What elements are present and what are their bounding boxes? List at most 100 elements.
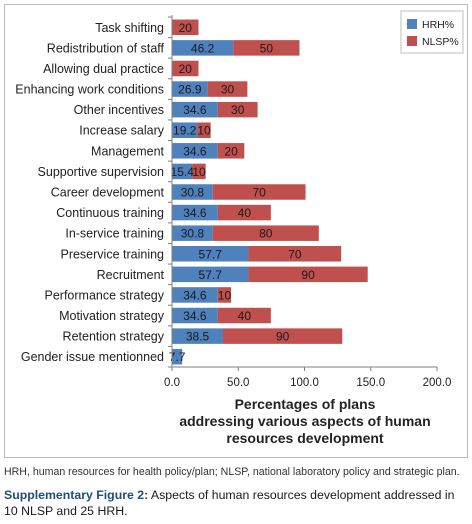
legend-label-hrh: HRH% [422, 19, 454, 31]
nlsp-data-label: 50 [260, 41, 274, 55]
nlsp-data-label: 10 [192, 165, 206, 179]
category-label: In-service training [65, 227, 164, 241]
hrh-bar [172, 307, 218, 324]
category-label: Performance strategy [45, 288, 165, 302]
nlsp-data-label: 30 [221, 83, 235, 97]
caption-text: Aspects of human resources development a… [4, 488, 455, 518]
nlsp-data-label: 70 [253, 186, 267, 200]
legend-label-nlsp: NLSP% [422, 36, 459, 48]
x-axis-title-line: Percentages of plans [235, 396, 376, 412]
legend-swatch-hrh [407, 19, 417, 29]
legend-swatch-nlsp [407, 36, 417, 46]
nlsp-bar [233, 40, 300, 56]
x-tick-label: 200.0 [423, 377, 452, 389]
caption-label: Supplementary Figure 2: [4, 488, 149, 502]
hrh-bar [172, 328, 224, 344]
hrh-data-label: 34.6 [183, 206, 207, 220]
hrh-data-label: 34.6 [183, 144, 207, 158]
hrh-data-label: 57.7 [199, 268, 223, 282]
hrh-bar [172, 287, 218, 303]
hrh-bar [172, 40, 234, 56]
category-label: Supportive supervision [38, 165, 165, 179]
hrh-bar [172, 225, 213, 241]
category-label: Continuous training [56, 206, 164, 220]
hrh-bar [172, 122, 198, 138]
nlsp-data-label: 30 [231, 103, 245, 117]
hrh-data-label: 19.2 [173, 124, 197, 138]
nlsp-bar [217, 287, 232, 303]
nlsp-data-label: 10 [197, 124, 211, 138]
x-tick-label: 0.0 [164, 377, 180, 389]
nlsp-data-label: 40 [238, 206, 252, 220]
legend: HRH% NLSP% [400, 10, 464, 54]
hrh-data-label: 57.7 [199, 247, 223, 261]
hrh-bar [172, 246, 249, 262]
category-label: Other incentives [74, 103, 164, 117]
x-tick-label: 50.0 [227, 377, 249, 389]
nlsp-bar [207, 81, 248, 97]
hrh-data-label: 26.9 [178, 83, 202, 97]
nlsp-data-label: 70 [288, 247, 302, 261]
category-label: Preservice training [60, 247, 164, 261]
hrh-data-label: 46.2 [191, 41, 215, 55]
nlsp-data-label: 20 [224, 144, 238, 158]
figure-caption: Supplementary Figure 2: Aspects of human… [4, 487, 468, 519]
nlsp-bar [172, 60, 199, 77]
nlsp-bar [217, 307, 271, 324]
nlsp-bar [212, 184, 306, 200]
hrh-bar [172, 143, 218, 159]
nlsp-data-label: 10 [218, 288, 232, 302]
nlsp-bar [248, 246, 342, 262]
category-label: Recruitment [97, 268, 165, 282]
nlsp-data-label: 20 [179, 62, 193, 76]
nlsp-bar [223, 328, 343, 344]
nlsp-data-label: 80 [259, 227, 273, 241]
hrh-bar [172, 101, 218, 118]
x-axis-title-line: addressing various aspects of human [179, 413, 430, 429]
hrh-bar [172, 266, 249, 283]
category-label: Motivation strategy [59, 309, 165, 323]
hrh-bar [172, 81, 208, 97]
category-label: Task shifting [95, 21, 164, 35]
hrh-data-label: 34.6 [183, 103, 207, 117]
category-label: Allowing dual practice [43, 62, 164, 76]
hrh-bar [172, 163, 193, 180]
x-tick-label: 150.0 [356, 377, 385, 389]
category-label: Management [91, 144, 164, 158]
nlsp-bar [217, 101, 258, 118]
hrh-data-label: 34.6 [183, 288, 207, 302]
category-label: Redistribution of staff [47, 41, 165, 55]
figure-frame: 20 46.2 50 20 26.9 30 34.6 30 19.2 10 34.6 20 15.4 10… [4, 4, 468, 458]
nlsp-data-label: 90 [301, 268, 315, 282]
hrh-data-label: 38.5 [186, 330, 210, 344]
nlsp-data-label: 20 [179, 21, 193, 35]
category-labels: Task shifting Redistribution of staff Allo… [15, 21, 164, 364]
hrh-bar [172, 184, 213, 200]
axes [168, 15, 438, 371]
nlsp-bar [192, 163, 206, 180]
bars-layer [172, 19, 368, 365]
category-label: Career development [51, 186, 165, 200]
nlsp-data-label: 90 [276, 330, 290, 344]
nlsp-bar [217, 204, 271, 221]
category-label: Retention strategy [63, 330, 165, 344]
nlsp-bar [212, 225, 319, 241]
category-label: Increase salary [79, 124, 165, 138]
x-tick-labels: 0.0 50.0 100.0 150.0 200.0 [164, 377, 451, 389]
category-label: Enhancing work conditions [15, 83, 164, 97]
category-label: Gender issue mentionned [21, 350, 164, 364]
nlsp-bar [172, 19, 199, 36]
hrh-data-label: 15.4 [171, 165, 195, 179]
nlsp-bar [217, 143, 245, 159]
hrh-bar [172, 204, 218, 221]
x-tick-label: 100.0 [290, 377, 319, 389]
nlsp-data-label: 40 [238, 309, 252, 323]
x-axis-title-line: resources development [226, 430, 384, 446]
nlsp-bar [248, 266, 368, 283]
hrh-bar [172, 348, 183, 365]
hrh-data-label: 30.8 [181, 227, 205, 241]
hrh-data-label: 34.6 [183, 309, 207, 323]
